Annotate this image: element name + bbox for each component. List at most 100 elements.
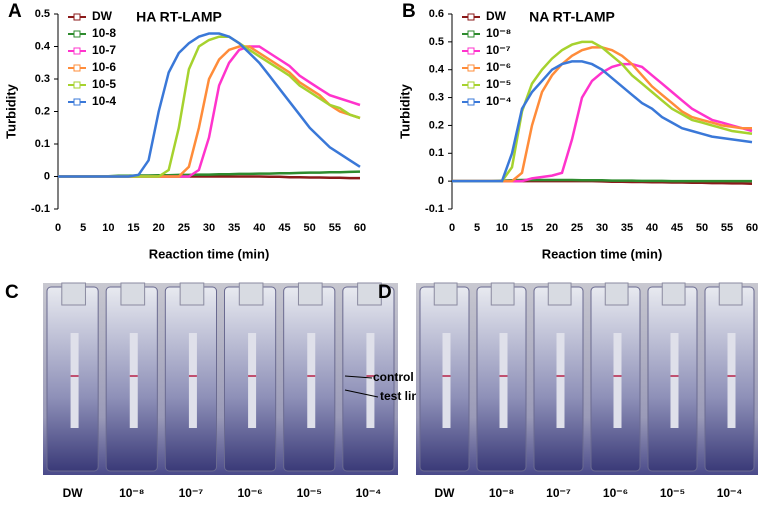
y-tick-label: 0.3 <box>35 73 50 85</box>
x-axis-title: Reaction time (min) <box>149 246 270 261</box>
strip <box>556 333 565 428</box>
legend-label: 10-8 <box>92 26 116 40</box>
chart-title: NA RT-LAMP <box>529 9 615 25</box>
y-tick-label: 0.4 <box>35 40 51 52</box>
strip <box>727 333 736 428</box>
legend-label: 10⁻⁵ <box>486 77 511 91</box>
x-tick-label: 15 <box>127 222 139 234</box>
chart-title: HA RT-LAMP <box>136 9 222 25</box>
legend-label: 10-4 <box>92 94 116 108</box>
tube-label: 10⁻⁷ <box>179 486 204 500</box>
legend-marker <box>73 47 81 55</box>
photo <box>416 283 758 475</box>
tube-cap <box>179 282 205 306</box>
tube-label: 10⁻⁷ <box>546 486 571 500</box>
legend-marker <box>73 13 81 21</box>
tube-cap <box>490 282 515 306</box>
x-tick-label: 50 <box>696 222 708 234</box>
tube-label: 10⁻⁴ <box>717 486 743 500</box>
tube-cap <box>433 282 458 306</box>
panel-letter: C <box>5 282 19 303</box>
legend-label: DW <box>486 9 507 23</box>
x-tick-label: 20 <box>153 222 165 234</box>
legend-label: 10-7 <box>92 43 116 57</box>
strip <box>70 333 79 428</box>
y-tick-label: 0.3 <box>429 91 444 103</box>
legend-label: 10-6 <box>92 60 116 74</box>
tube-label: 10⁻⁶ <box>603 486 628 500</box>
tube-label: 10⁻⁶ <box>237 486 262 500</box>
tube-cap <box>120 282 146 306</box>
strip <box>129 333 138 428</box>
x-tick-label: 60 <box>354 222 366 234</box>
tube-cap <box>238 282 264 306</box>
legend-label: 10⁻⁸ <box>486 26 511 40</box>
y-tick-label: 0.2 <box>35 105 50 117</box>
y-tick-label: 0.2 <box>429 119 444 131</box>
y-tick-label: -0.1 <box>425 203 444 215</box>
tube-label: 10⁻⁵ <box>660 486 685 500</box>
y-tick-label: 0 <box>44 170 50 182</box>
panel-letter: D <box>378 282 392 303</box>
tube-cap <box>547 282 572 306</box>
x-tick-label: 45 <box>671 222 683 234</box>
x-tick-label: 35 <box>621 222 633 234</box>
y-tick-label: 0 <box>438 175 444 187</box>
y-tick-label: 0.1 <box>35 138 50 150</box>
x-tick-label: 5 <box>474 222 480 234</box>
strip <box>670 333 679 428</box>
x-tick-label: 45 <box>278 222 290 234</box>
strip <box>613 333 622 428</box>
y-tick-label: 0.1 <box>429 147 444 159</box>
photo <box>43 283 398 475</box>
x-tick-label: 55 <box>329 222 341 234</box>
x-tick-label: 55 <box>721 222 733 234</box>
legend-label: 10⁻⁴ <box>486 94 512 108</box>
x-tick-label: 60 <box>746 222 758 234</box>
tube-cap <box>718 282 743 306</box>
x-tick-label: 50 <box>304 222 316 234</box>
y-tick-label: 0.5 <box>35 8 50 20</box>
x-tick-label: 20 <box>546 222 558 234</box>
strip <box>366 333 375 428</box>
legend-marker <box>467 64 475 72</box>
strip <box>307 333 316 428</box>
x-tick-label: 40 <box>253 222 265 234</box>
tube-cap <box>297 282 323 306</box>
y-axis-title: Turbidity <box>397 83 412 138</box>
y-tick-label: 0.6 <box>429 8 444 20</box>
legend-marker <box>467 47 475 55</box>
legend-marker <box>73 30 81 38</box>
series-line <box>452 60 753 183</box>
tube-label: 10⁻⁸ <box>489 486 514 500</box>
tube-label: DW <box>435 486 456 500</box>
legend-marker <box>73 64 81 72</box>
legend-marker <box>467 98 475 106</box>
x-tick-label: 30 <box>596 222 608 234</box>
legend-label: 10-5 <box>92 77 116 91</box>
x-tick-label: 10 <box>496 222 508 234</box>
x-tick-label: 40 <box>646 222 658 234</box>
legend-marker <box>467 30 475 38</box>
x-axis-title: Reaction time (min) <box>542 246 663 261</box>
legend-label: DW <box>92 9 113 23</box>
x-tick-label: 0 <box>449 222 455 234</box>
legend-label: 10⁻⁶ <box>486 60 511 74</box>
tube-cap <box>661 282 686 306</box>
x-tick-label: 25 <box>571 222 583 234</box>
y-tick-label: 0.4 <box>429 64 445 76</box>
series-line <box>58 32 361 178</box>
tube-label: 10⁻⁸ <box>119 486 144 500</box>
y-tick-label: -0.1 <box>31 203 50 215</box>
strip <box>442 333 451 428</box>
x-tick-label: 15 <box>521 222 533 234</box>
tube-cap <box>357 282 382 306</box>
y-tick-label: 0.5 <box>429 36 444 48</box>
tube-cap <box>61 282 86 306</box>
panel-letter: B <box>402 1 416 22</box>
pointer <box>344 375 373 379</box>
x-tick-label: 25 <box>178 222 190 234</box>
tube-cap <box>604 282 629 306</box>
legend-marker <box>73 98 81 106</box>
tube-label: 10⁻⁵ <box>297 486 322 500</box>
